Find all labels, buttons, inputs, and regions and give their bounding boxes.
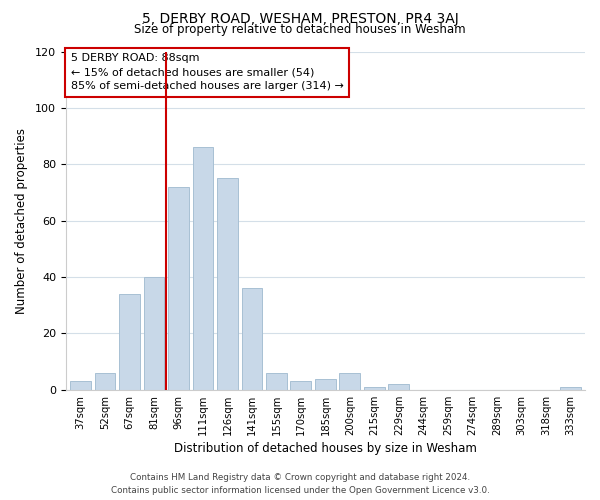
Bar: [119, 294, 140, 390]
Bar: [70, 382, 91, 390]
Bar: [388, 384, 409, 390]
Bar: [217, 178, 238, 390]
Text: Size of property relative to detached houses in Wesham: Size of property relative to detached ho…: [134, 22, 466, 36]
Text: 5, DERBY ROAD, WESHAM, PRESTON, PR4 3AJ: 5, DERBY ROAD, WESHAM, PRESTON, PR4 3AJ: [142, 12, 458, 26]
Bar: [290, 382, 311, 390]
Bar: [193, 148, 214, 390]
Bar: [315, 378, 336, 390]
Bar: [95, 373, 115, 390]
Bar: [168, 187, 189, 390]
Y-axis label: Number of detached properties: Number of detached properties: [15, 128, 28, 314]
Bar: [266, 373, 287, 390]
Bar: [560, 387, 581, 390]
Bar: [242, 288, 262, 390]
Bar: [143, 277, 164, 390]
Bar: [340, 373, 360, 390]
Bar: [364, 387, 385, 390]
X-axis label: Distribution of detached houses by size in Wesham: Distribution of detached houses by size …: [174, 442, 477, 455]
Text: 5 DERBY ROAD: 88sqm
← 15% of detached houses are smaller (54)
85% of semi-detach: 5 DERBY ROAD: 88sqm ← 15% of detached ho…: [71, 53, 344, 91]
Text: Contains HM Land Registry data © Crown copyright and database right 2024.
Contai: Contains HM Land Registry data © Crown c…: [110, 474, 490, 495]
